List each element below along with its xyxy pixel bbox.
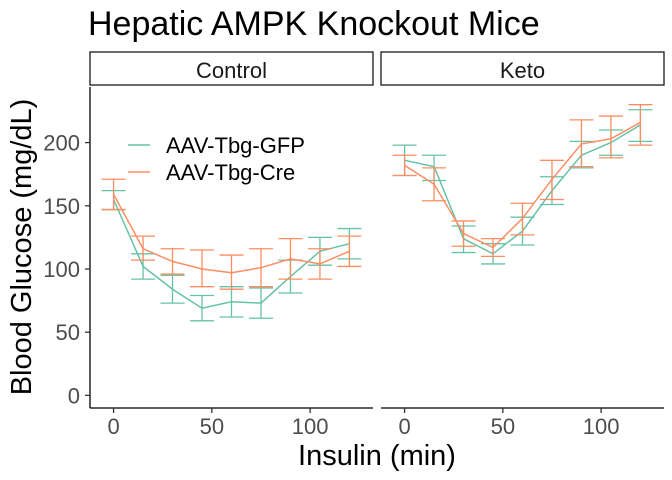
series-line-aav-tbg-cre <box>404 121 641 249</box>
chart-title: Hepatic AMPK Knockout Mice <box>88 5 540 43</box>
legend-label-aav-tbg-gfp: AAV-Tbg-GFP <box>166 133 305 158</box>
error-bar-aav-tbg-cre <box>392 154 417 177</box>
x-axis: 0 50 100 0 50 100 <box>107 408 619 439</box>
y-tick-label: 0 <box>68 383 80 408</box>
series-line-aav-tbg-gfp <box>112 199 350 309</box>
y-axis-title: Blood Glucose (mg/dL) <box>6 99 38 396</box>
panel-keto <box>392 104 653 265</box>
y-tick-label: 200 <box>43 131 80 156</box>
strip-control <box>89 51 374 86</box>
error-bar-aav-tbg-cre <box>628 104 653 146</box>
strip-keto <box>380 51 665 86</box>
y-tick-label: 50 <box>56 320 80 345</box>
panel-control <box>101 178 362 322</box>
error-bar-aav-tbg-cre <box>598 115 623 159</box>
error-bar-aav-tbg-cre <box>337 235 362 268</box>
x-tick-label: 0 <box>107 414 119 439</box>
x-tick-label: 50 <box>200 414 224 439</box>
series-line-aav-tbg-cre <box>112 194 350 274</box>
legend-label-aav-tbg-cre: AAV-Tbg-Cre <box>166 160 295 185</box>
y-tick-label: 150 <box>43 194 80 219</box>
x-axis-title: Insulin (min) <box>298 440 456 472</box>
y-tick-label: 100 <box>43 257 80 282</box>
y-axis: 0 50 100 150 200 <box>43 131 90 408</box>
strip-label-control: Control <box>196 58 267 83</box>
x-tick-label: 100 <box>583 414 620 439</box>
x-tick-label: 100 <box>292 414 329 439</box>
x-tick-label: 50 <box>491 414 515 439</box>
strip-label-keto: Keto <box>500 58 545 83</box>
x-tick-label: 0 <box>398 414 410 439</box>
